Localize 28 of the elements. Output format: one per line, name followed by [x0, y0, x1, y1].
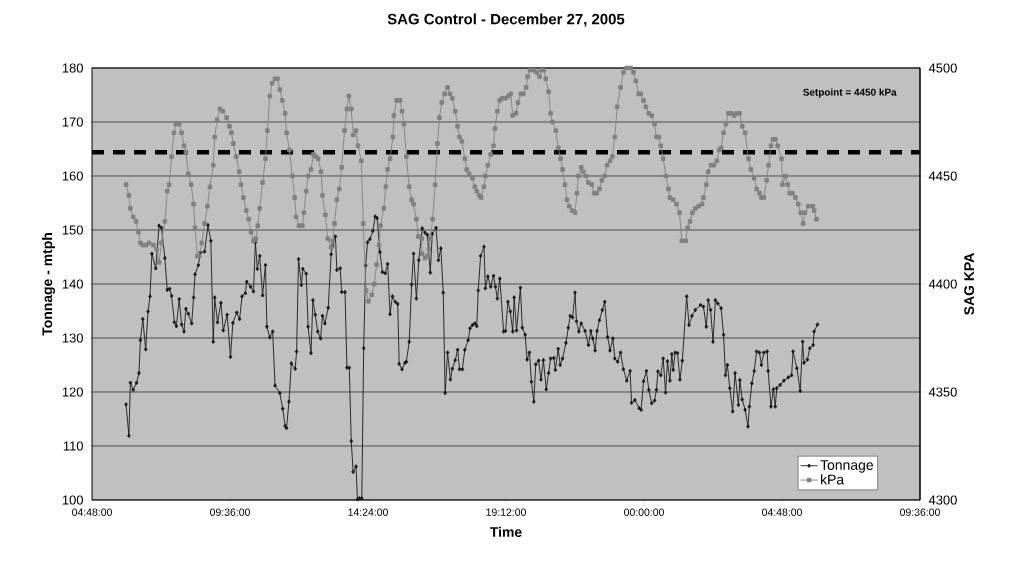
y-axis-title: Tonnage - mtph: [41, 233, 56, 336]
x-axis-title: Time: [490, 526, 522, 537]
chart-title: SAG Control - December 27, 2005: [387, 13, 625, 27]
y2-tick-label: 4400: [928, 279, 957, 289]
y-tick-label: 140: [62, 279, 83, 289]
y-tick-label: 120: [62, 387, 83, 397]
x-tick-label: 04:48:00: [762, 508, 802, 516]
x-tick-label: 19:12:00: [486, 508, 526, 516]
y2-tick-label: 4500: [928, 63, 957, 73]
y-tick-label: 150: [62, 225, 83, 235]
y-tick-label: 180: [62, 63, 83, 73]
x-tick-label: 09:36:00: [900, 508, 940, 516]
x-tick-label: 00:00:00: [624, 508, 664, 516]
legend-label: Tonnage: [820, 460, 873, 473]
x-tick-label: 04:48:00: [72, 508, 112, 516]
y-tick-label: 170: [62, 117, 83, 127]
x-tick-label: 09:36:00: [210, 508, 250, 516]
y2-tick-label: 4350: [928, 387, 957, 397]
y-tick-label: 130: [62, 333, 83, 343]
legend-label: kPa: [821, 474, 845, 485]
y-tick-label: 110: [63, 441, 83, 451]
x-tick-label: 14:24:00: [348, 508, 388, 516]
y-tick-label: 160: [62, 171, 83, 181]
y-tick-label: 100: [62, 495, 83, 505]
y2-tick-label: 4450: [928, 171, 957, 181]
annotation: Setpoint = 4450 kPa: [803, 88, 897, 98]
y2-tick-label: 4300: [928, 495, 957, 505]
y2-axis-title: SAG KPA: [964, 253, 975, 315]
